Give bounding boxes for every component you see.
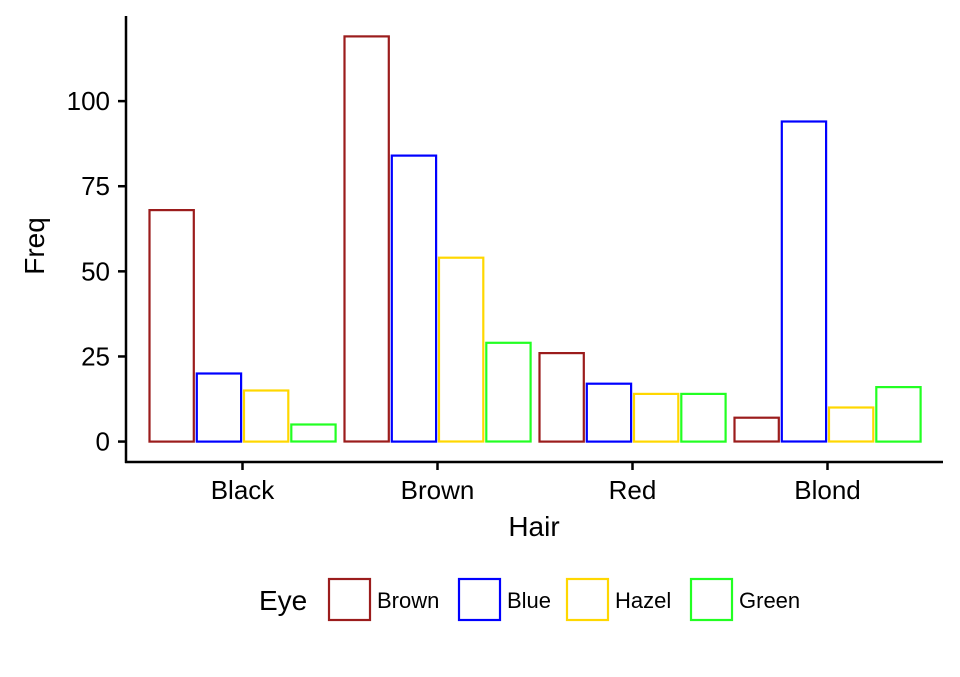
x-tick-label: Brown xyxy=(401,475,475,505)
y-tick-label: 75 xyxy=(81,171,110,201)
bar-blond-hazel xyxy=(827,406,875,443)
x-ticks-group: Black Brown Red Blond xyxy=(211,462,861,505)
legend-label-hazel: Hazel xyxy=(615,588,671,613)
legend-label-blue: Blue xyxy=(507,588,551,613)
bar-red-brown xyxy=(538,352,585,443)
x-tick-label: Red xyxy=(609,475,657,505)
bar-red-blue xyxy=(585,382,633,443)
legend-label-brown: Brown xyxy=(377,588,439,613)
y-tick-label: 50 xyxy=(81,256,110,286)
y-tick-label: 25 xyxy=(81,341,110,371)
x-tick-label: Black xyxy=(211,475,276,505)
bars-group xyxy=(148,35,922,443)
bar-black-blue xyxy=(195,372,243,443)
bar-brown-hazel xyxy=(437,256,485,443)
bar-brown-blue xyxy=(390,154,438,443)
x-tick-label: Blond xyxy=(794,475,861,505)
bar-black-hazel xyxy=(242,389,290,443)
legend-title: Eye xyxy=(259,585,307,616)
legend: Eye Brown Blue Hazel Green xyxy=(259,577,800,622)
bar-red-green xyxy=(680,392,727,443)
legend-key-brown xyxy=(327,577,372,622)
y-tick-label: 0 xyxy=(96,427,110,457)
axes-group xyxy=(124,16,943,464)
bar-blond-brown xyxy=(733,416,780,443)
legend-label-green: Green xyxy=(739,588,800,613)
x-axis-title: Hair xyxy=(508,511,559,542)
y-ticks-group: 0 25 50 75 100 xyxy=(67,86,126,457)
bar-black-brown xyxy=(148,209,195,443)
y-tick-label: 100 xyxy=(67,86,110,116)
bar-blond-green xyxy=(875,386,922,443)
legend-key-blue xyxy=(457,577,502,622)
bar-black-green xyxy=(290,423,337,443)
bar-brown-green xyxy=(485,341,532,443)
bar-blond-blue xyxy=(780,120,828,443)
bar-red-hazel xyxy=(632,392,680,443)
legend-key-hazel xyxy=(565,577,610,622)
bar-brown-brown xyxy=(343,35,390,443)
legend-key-green xyxy=(689,577,734,622)
y-axis-title: Freq xyxy=(19,217,50,275)
